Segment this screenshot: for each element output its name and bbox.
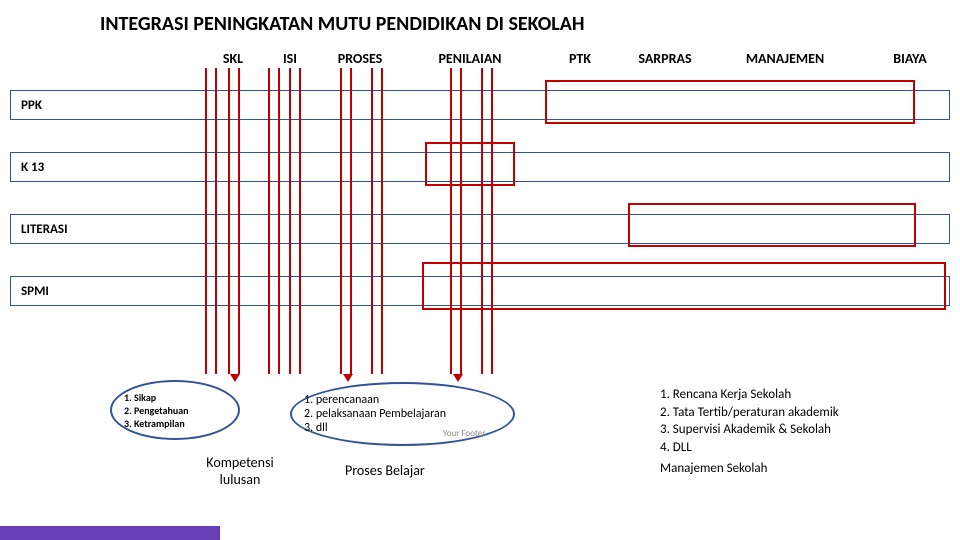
arrow-down-icon — [453, 374, 463, 382]
bubble-kompetensi: 1. Sikap2. Pengetahuan3. Ketrampilan — [110, 380, 240, 440]
bubble-line: 3. Ketrampilan — [124, 417, 226, 430]
list-item: 2. Tata Tertib/peraturan akademik — [660, 404, 839, 422]
label-proses-belajar: Proses Belajar — [345, 462, 425, 479]
column-header: PROSES — [330, 50, 390, 67]
column-header: MANAJEMEN — [740, 50, 830, 67]
bubble-line: 1. Sikap — [124, 391, 226, 404]
red-box — [545, 80, 915, 124]
vline — [481, 68, 493, 374]
vline — [340, 68, 352, 374]
bubble-line: 2. Pengetahuan — [124, 404, 226, 417]
vline — [371, 68, 383, 374]
vline — [228, 68, 240, 374]
list-item: 4. DLL — [660, 439, 839, 457]
label-text: Proses Belajar — [345, 462, 425, 479]
label-kompetensi-lulusan: Kompetensi lulusan — [190, 455, 290, 489]
red-box — [628, 203, 916, 247]
vline — [268, 68, 280, 374]
footer-bar — [0, 526, 220, 540]
red-box — [425, 142, 515, 186]
column-header: BIAYA — [885, 50, 935, 67]
arrow-down-icon — [343, 374, 353, 382]
column-header: PTK — [560, 50, 600, 67]
list-footer: Manajemen Sekolah — [660, 460, 839, 478]
bubble-line: 1. perencanaan — [304, 393, 501, 407]
manajemen-list: 1. Rencana Kerja Sekolah2. Tata Tertib/p… — [660, 386, 839, 478]
list-item: 3. Supervisi Akademik & Sekolah — [660, 421, 839, 439]
vline — [205, 68, 217, 374]
column-header: PENILAIAN — [430, 50, 510, 67]
footer-watermark: Your Footer — [443, 428, 485, 439]
page-title: INTEGRASI PENINGKATAN MUTU PENDIDIKAN DI… — [100, 12, 584, 36]
arrow-down-icon — [230, 374, 240, 382]
vline — [289, 68, 301, 374]
column-header: ISI — [275, 50, 305, 67]
vline — [450, 68, 462, 374]
bubble-line: 2. pelaksanaan Pembelajaran — [304, 407, 501, 421]
list-item: 1. Rencana Kerja Sekolah — [660, 386, 839, 404]
label-text: Kompetensi lulusan — [206, 454, 273, 488]
column-header: SKL — [213, 50, 253, 67]
column-header: SARPRAS — [630, 50, 700, 67]
red-box — [422, 262, 946, 310]
